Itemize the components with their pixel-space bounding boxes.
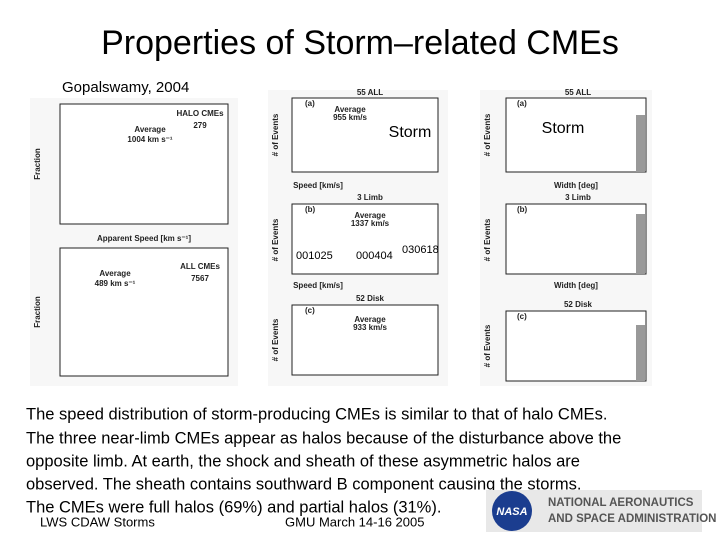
panel-tag: (c): [517, 312, 527, 321]
bar-decoration: [636, 214, 645, 274]
body-line: The CMEs were full halos (69%) and parti…: [26, 498, 441, 516]
y-label: # of Events: [271, 318, 280, 361]
average-value: 489 km s⁻¹: [95, 279, 136, 288]
panel-frame: [291, 97, 439, 173]
panel-tag: (a): [305, 99, 315, 108]
panel-frame: [505, 203, 647, 275]
average-value: 1004 km s⁻¹: [127, 135, 172, 144]
event-label: 030618: [402, 244, 439, 256]
y-label: # of Events: [483, 324, 492, 367]
panel-count: 7567: [191, 274, 209, 283]
citation: Gopalswamy, 2004: [62, 79, 189, 96]
footer-left: LWS CDAW Storms: [40, 514, 155, 529]
panel-tag: (b): [305, 205, 316, 214]
logo-mark: NASA: [496, 506, 527, 518]
x-label: Apparent Speed [km s⁻¹]: [97, 234, 191, 243]
panel-frame: [505, 310, 647, 382]
bar-decoration: [636, 115, 645, 172]
body-line: The three near-limb CMEs appear as halos…: [26, 429, 621, 447]
storm-label: Storm: [389, 124, 432, 141]
panel-name: ALL CMEs: [180, 262, 220, 271]
panel-frame: [59, 103, 229, 225]
average-value: 933 km/s: [353, 323, 387, 332]
average-value: 955 km/s: [333, 113, 367, 122]
panel-frame: [505, 97, 647, 173]
y-label: # of Events: [483, 113, 492, 156]
average: Average: [99, 269, 131, 278]
panel-frame: [291, 203, 439, 275]
storm-label: Storm: [542, 120, 585, 137]
panel-frame: [59, 247, 229, 377]
body-line: observed. The sheath contains southward …: [26, 475, 582, 493]
panel-name: HALO CMEs: [176, 109, 224, 118]
average: Average: [354, 315, 386, 324]
y-label: # of Events: [271, 218, 280, 261]
panel-tag: (a): [517, 99, 527, 108]
panel-header: 52 Disk: [356, 294, 385, 303]
x-label: Width [deg]: [554, 281, 598, 290]
slide-title: Properties of Storm–related CMEs: [101, 24, 619, 62]
footer-center: GMU March 14-16 2005: [285, 514, 424, 529]
panel-header: 55 ALL: [565, 88, 591, 97]
average: Average: [334, 105, 366, 114]
panel-tag: (c): [305, 306, 315, 315]
y-label: Fraction: [33, 148, 42, 180]
logo-line: NATIONAL AERONAUTICS: [548, 497, 694, 509]
average-value: 1337 km/s: [351, 219, 390, 228]
middle-figure: 55 ALL (a) Average 955 km/s # of Events …: [268, 88, 448, 386]
x-label: Width [deg]: [554, 181, 598, 190]
y-label: Fraction: [33, 296, 42, 328]
panel-header: 3 Limb: [357, 193, 383, 202]
average: Average: [354, 211, 386, 220]
bar-decoration: [636, 325, 645, 381]
panel-header: 52 Disk: [564, 300, 593, 309]
event-label: 000404: [356, 250, 393, 262]
panel-tag: (b): [517, 205, 528, 214]
average: Average: [134, 125, 166, 134]
logo-circle: [492, 491, 532, 531]
x-label: Speed [km/s]: [293, 281, 343, 290]
event-label: 001025: [296, 250, 333, 262]
x-label: Speed [km/s]: [293, 181, 343, 190]
body-text: The speed distribution of storm-producin…: [26, 405, 621, 516]
body-line: opposite limb. At earth, the shock and s…: [26, 452, 580, 470]
y-label: # of Events: [483, 218, 492, 261]
left-figure: HALO CMEs 279 Average 1004 km s⁻¹ Fracti…: [30, 98, 238, 386]
panel-header: 55 ALL: [357, 88, 383, 97]
panel-count: 279: [193, 121, 207, 130]
panel-frame: [291, 304, 439, 376]
logo-line: AND SPACE ADMINISTRATION: [548, 513, 716, 525]
body-line: The speed distribution of storm-producin…: [26, 405, 607, 423]
nasa-logo: NASA NATIONAL AERONAUTICS AND SPACE ADMI…: [486, 490, 716, 532]
y-label: # of Events: [271, 113, 280, 156]
right-figure: 55 ALL (a) # of Events Width [deg] 3 Lim…: [480, 88, 652, 386]
panel-header: 3 Limb: [565, 193, 591, 202]
